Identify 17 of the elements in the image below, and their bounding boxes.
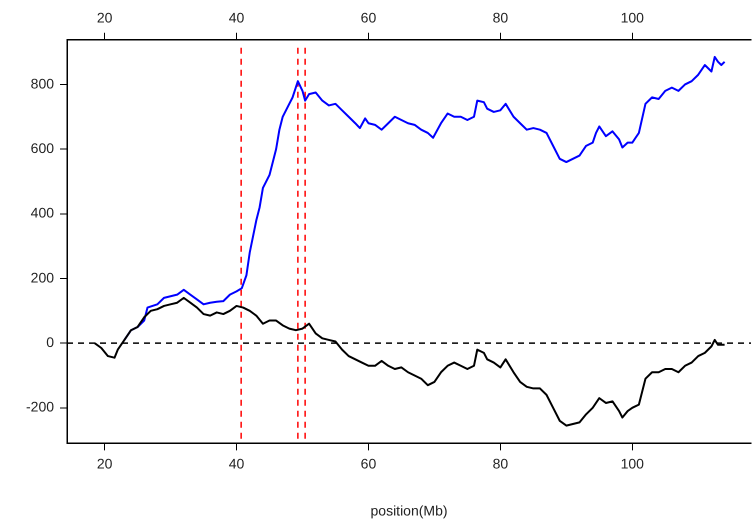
x-tick-label: 100 [620,456,644,472]
x2-tick-label: 60 [360,9,376,26]
x2-tick-label: 80 [492,9,508,26]
x2-tick-label: 100 [620,9,644,26]
x-tick-label: 80 [492,456,508,472]
x-tick-label: 60 [360,456,376,472]
y-tick-label: 200 [30,269,54,286]
x2-tick-label: 20 [96,9,113,26]
x-tick-label: 20 [96,456,113,472]
y-tick-label: -200 [26,398,54,415]
y-tick-label: 400 [30,204,54,221]
x-tick-label: 40 [228,456,245,472]
x-axis-title: position(Mb) [370,502,448,518]
y-tick-label: 800 [30,75,54,92]
x2-tick-label: 40 [228,9,245,26]
y-tick-label: 600 [30,140,54,156]
y-tick-label: 0 [46,334,54,350]
